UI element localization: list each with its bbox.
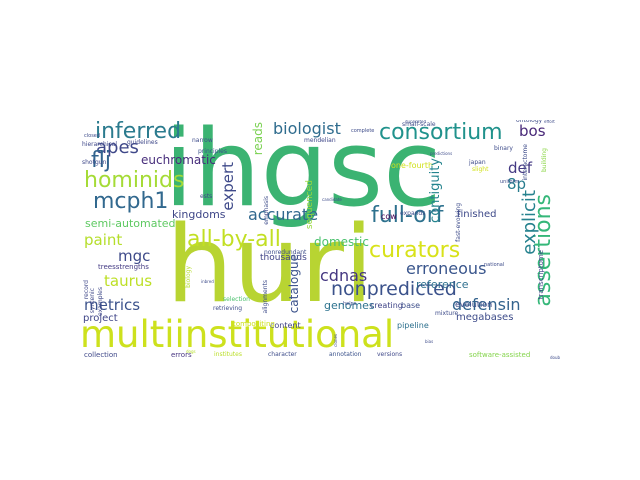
word: def [508, 159, 533, 177]
word: consortium [379, 120, 503, 145]
word: paint [84, 231, 123, 249]
word: shotgun [82, 159, 107, 166]
word: character [268, 351, 297, 358]
word: treesstrengths [98, 263, 149, 271]
word: bos [519, 122, 546, 140]
word: syntenic [89, 288, 96, 314]
word: inferred [95, 120, 182, 144]
word: principles [198, 148, 228, 155]
word: mcph1 [93, 189, 169, 214]
word: institutes [214, 351, 242, 358]
word: nonpredicted [331, 278, 457, 300]
word: defensin [452, 295, 521, 314]
word: expert [219, 162, 237, 211]
word: semi-automated [85, 217, 176, 230]
word: double [550, 355, 560, 360]
word: annotation [329, 351, 362, 358]
word: guidelines [127, 139, 158, 146]
word: sequenced [305, 180, 315, 230]
word: nonredundant [264, 249, 307, 256]
word: alignments [262, 280, 269, 314]
word: ihgsc [164, 120, 442, 230]
word: genomes [324, 299, 375, 312]
word: curators [369, 238, 461, 263]
word: biology [185, 266, 192, 288]
word: mixture [435, 310, 459, 317]
word: interactome [522, 144, 529, 181]
word: multiinstitutional [80, 313, 395, 356]
word: helps [343, 301, 357, 307]
word: full-orf [371, 203, 444, 228]
word: errors [171, 351, 192, 359]
word: creating [370, 301, 403, 310]
word: inbred [201, 279, 214, 284]
word: narrow [192, 137, 213, 144]
word: clones [333, 334, 338, 347]
word: dogs [186, 349, 196, 354]
word: thousands [260, 253, 307, 263]
word-cloud: ihgsc huri multiinstitutional consortium… [80, 120, 560, 360]
word: national [484, 262, 505, 268]
word: evolution [455, 300, 493, 309]
word: finished [457, 209, 497, 220]
word: ests [200, 193, 213, 200]
word: all-by-all [187, 227, 281, 252]
word: fast-evolving [455, 203, 462, 242]
word: effort [544, 120, 555, 124]
word: complete [351, 128, 375, 134]
word: contiguity [428, 158, 443, 223]
word: small-scale [402, 121, 436, 128]
word: base [401, 301, 421, 310]
word: ontology [516, 120, 543, 124]
word: pipeline [397, 321, 429, 330]
word: closed [84, 133, 101, 139]
word: hierarchical [82, 141, 118, 148]
word: versions [377, 351, 403, 358]
word: binary [494, 145, 513, 152]
word: expands [400, 210, 426, 217]
word: reference [416, 278, 469, 291]
word: catalogue [287, 254, 301, 314]
word: domestic [314, 235, 369, 249]
word: compositing [232, 320, 275, 328]
word: building [541, 148, 548, 173]
word: huri [166, 203, 374, 326]
word: examples [97, 287, 104, 316]
word: mgc [118, 247, 151, 265]
word: predictions [430, 151, 453, 156]
word: euchromatic [141, 153, 216, 167]
word: collection [84, 351, 118, 359]
word: metrics [84, 296, 141, 314]
word: apes [96, 137, 139, 158]
word: duplicated [405, 120, 427, 124]
word: transcriptome [537, 250, 545, 300]
word: kingdoms [172, 208, 226, 221]
word: slight [472, 166, 489, 173]
word: selection [223, 296, 250, 303]
word: explicit [519, 190, 540, 255]
word: erroneous [406, 259, 487, 278]
word: retrieving [213, 305, 243, 312]
word: reads [251, 122, 265, 156]
word: one-fourth [391, 161, 434, 170]
word: 8p [507, 175, 527, 193]
word: cow [381, 212, 397, 221]
word: content [270, 321, 301, 330]
word: accurate [248, 205, 319, 224]
word: uniform [500, 179, 520, 185]
word: taurus [104, 272, 153, 290]
word: biologist [273, 120, 341, 138]
word: bias [425, 339, 434, 344]
word: software-assisted [469, 351, 531, 359]
word: cdnas [320, 266, 368, 285]
word: hominids [84, 168, 185, 193]
word: mendelian [304, 137, 336, 144]
word: emphasis [263, 196, 270, 225]
word: japan [469, 159, 486, 166]
word: candidate [322, 197, 342, 202]
word: project [83, 313, 118, 324]
word: megabases [456, 312, 514, 323]
word: flj [91, 148, 111, 173]
